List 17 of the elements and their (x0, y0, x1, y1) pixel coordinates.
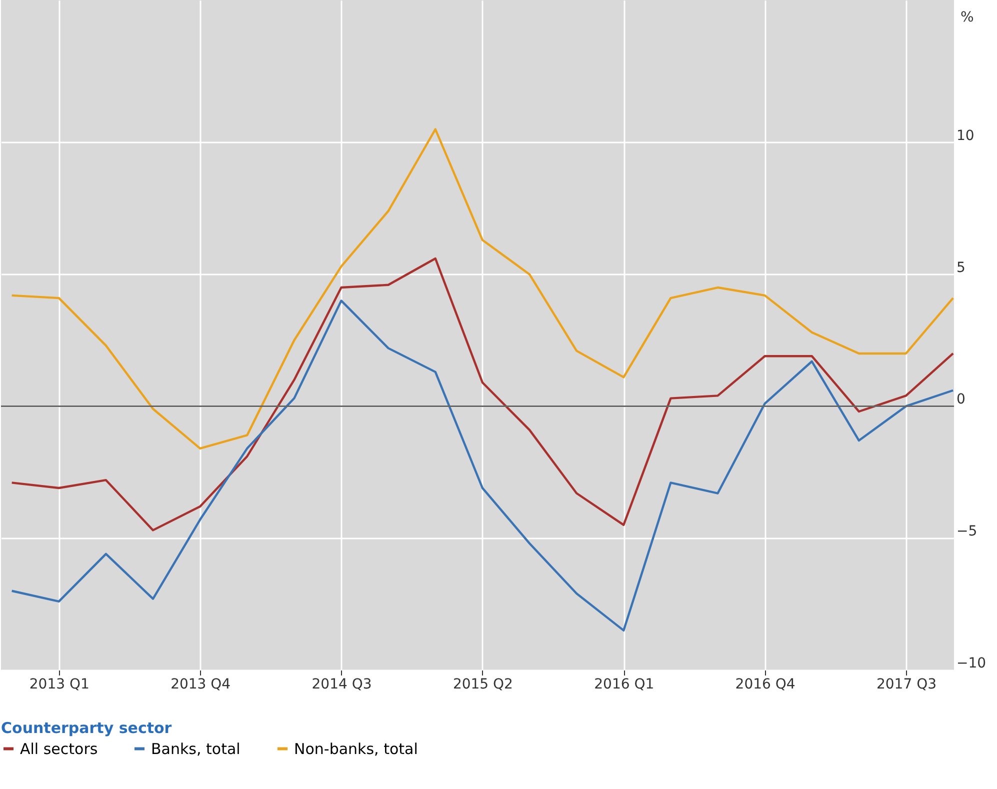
x-tick-label: 2013 Q4 (170, 676, 231, 692)
y-tick-label: 5 (956, 260, 966, 276)
y-tick-label: 0 (956, 392, 966, 408)
legend-label: All sectors (20, 740, 98, 758)
y-tick-label: 10 (956, 128, 974, 144)
x-tick-label: 2016 Q4 (735, 676, 796, 692)
x-tick-label: 2016 Q1 (594, 676, 654, 692)
y-tick-label: −10 (956, 656, 986, 672)
legend-label: Non-banks, total (294, 740, 418, 758)
x-tick-label: 2015 Q2 (452, 676, 513, 692)
y-axis-title: % (960, 10, 974, 26)
legend-label: Banks, total (151, 740, 240, 758)
legend-title: Counterparty sector (1, 719, 172, 737)
y-tick-label: −5 (956, 524, 978, 540)
x-tick-label: 2017 Q3 (876, 676, 937, 692)
x-tick-label: 2013 Q1 (29, 676, 90, 692)
x-tick-label: 2014 Q3 (312, 676, 372, 692)
